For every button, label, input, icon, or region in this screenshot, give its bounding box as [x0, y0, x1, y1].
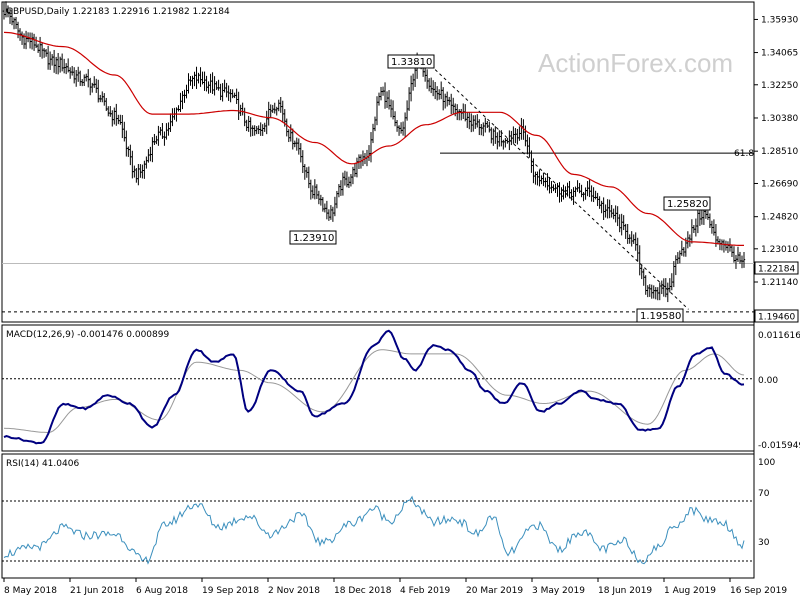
rsi-axis-30: 30 [758, 538, 770, 548]
rsi-line [2, 495, 754, 565]
date-tick-label: 2 Nov 2018 [268, 586, 320, 596]
price-tick-label: 1.30380 [761, 114, 798, 124]
annotation-high1-text: 1.33810 [391, 57, 432, 68]
date-tick-label: 18 Jun 2019 [598, 586, 652, 596]
date-tick-label: 4 Feb 2019 [400, 586, 451, 596]
macd-axis-top: 0.011616 [758, 331, 800, 341]
trendline-dashed [421, 56, 689, 310]
macd-lines [2, 329, 754, 445]
price-bars [2, 1, 746, 303]
date-tick-label: 3 May 2019 [532, 586, 585, 596]
trendline [421, 56, 689, 310]
current-price-box: 1.22184 [754, 261, 799, 275]
price-tick-label: 1.24820 [761, 213, 798, 223]
current-price-text: 1.22184 [758, 265, 795, 275]
date-axis: 8 May 2018 21 Jun 2018 6 Aug 2018 19 Sep 20… [3, 578, 787, 596]
rsi-main-line [3, 495, 745, 565]
annotation-low1: 1.23910 [289, 230, 337, 245]
annotation-high2: 1.25820 [663, 196, 711, 211]
annotation-low1-text: 1.23910 [293, 233, 334, 244]
support-text: 1.19460 [758, 313, 795, 323]
rsi-panel [1, 453, 755, 579]
annotation-low2: 1.19580 [636, 308, 684, 323]
annotation-low2-text: 1.19580 [640, 311, 681, 322]
date-tick-label: 8 May 2018 [4, 586, 57, 596]
date-tick-label: 16 Sep 2019 [730, 586, 787, 596]
moving-average [3, 31, 744, 246]
watermark: ActionForex.com [538, 48, 733, 78]
rsi-axis-top: 100 [758, 458, 775, 468]
price-tick-label: 1.28510 [761, 147, 798, 157]
price-title: GBPUSD,Daily 1.22183 1.22916 1.21982 1.2… [6, 7, 230, 17]
macd-axis-bottom: -0.015949 [758, 441, 800, 451]
fib-label: 61.8 [734, 149, 754, 159]
level-lines [2, 152, 754, 313]
date-tick-label: 20 Mar 2019 [466, 586, 523, 596]
price-axis-ticks: 1.35930 1.34065 1.32250 1.30380 1.28510 1.266… [754, 15, 798, 288]
price-tick-label: 1.21140 [761, 278, 798, 288]
price-tick-label: 1.26690 [761, 179, 798, 189]
rsi-axis-70: 70 [758, 489, 770, 499]
macd-signal-line [3, 349, 745, 434]
price-tick-label: 1.23010 [761, 245, 798, 255]
date-tick-label: 21 Jun 2018 [70, 586, 124, 596]
price-tick-label: 1.32250 [761, 81, 798, 91]
date-tick-label: 19 Sep 2018 [202, 586, 259, 596]
date-tick-label: 6 Aug 2018 [136, 586, 188, 596]
rsi-title: RSI(14) 41.0406 [6, 459, 79, 469]
price-tick-label: 1.34065 [761, 49, 798, 59]
support-box: 1.19460 [754, 309, 799, 323]
annotation-high1: 1.33810 [387, 54, 435, 69]
price-tick-label: 1.35930 [761, 15, 798, 25]
macd-main-line [3, 329, 745, 445]
date-tick-label: 18 Dec 2018 [334, 586, 392, 596]
annotation-high2-text: 1.25820 [667, 199, 708, 210]
macd-axis-zero: 0.00 [758, 376, 778, 386]
macd-title: MACD(12,26,9) -0.001476 0.000899 [6, 330, 169, 340]
date-tick-label: 1 Aug 2019 [664, 586, 716, 596]
ma-line [3, 31, 744, 246]
